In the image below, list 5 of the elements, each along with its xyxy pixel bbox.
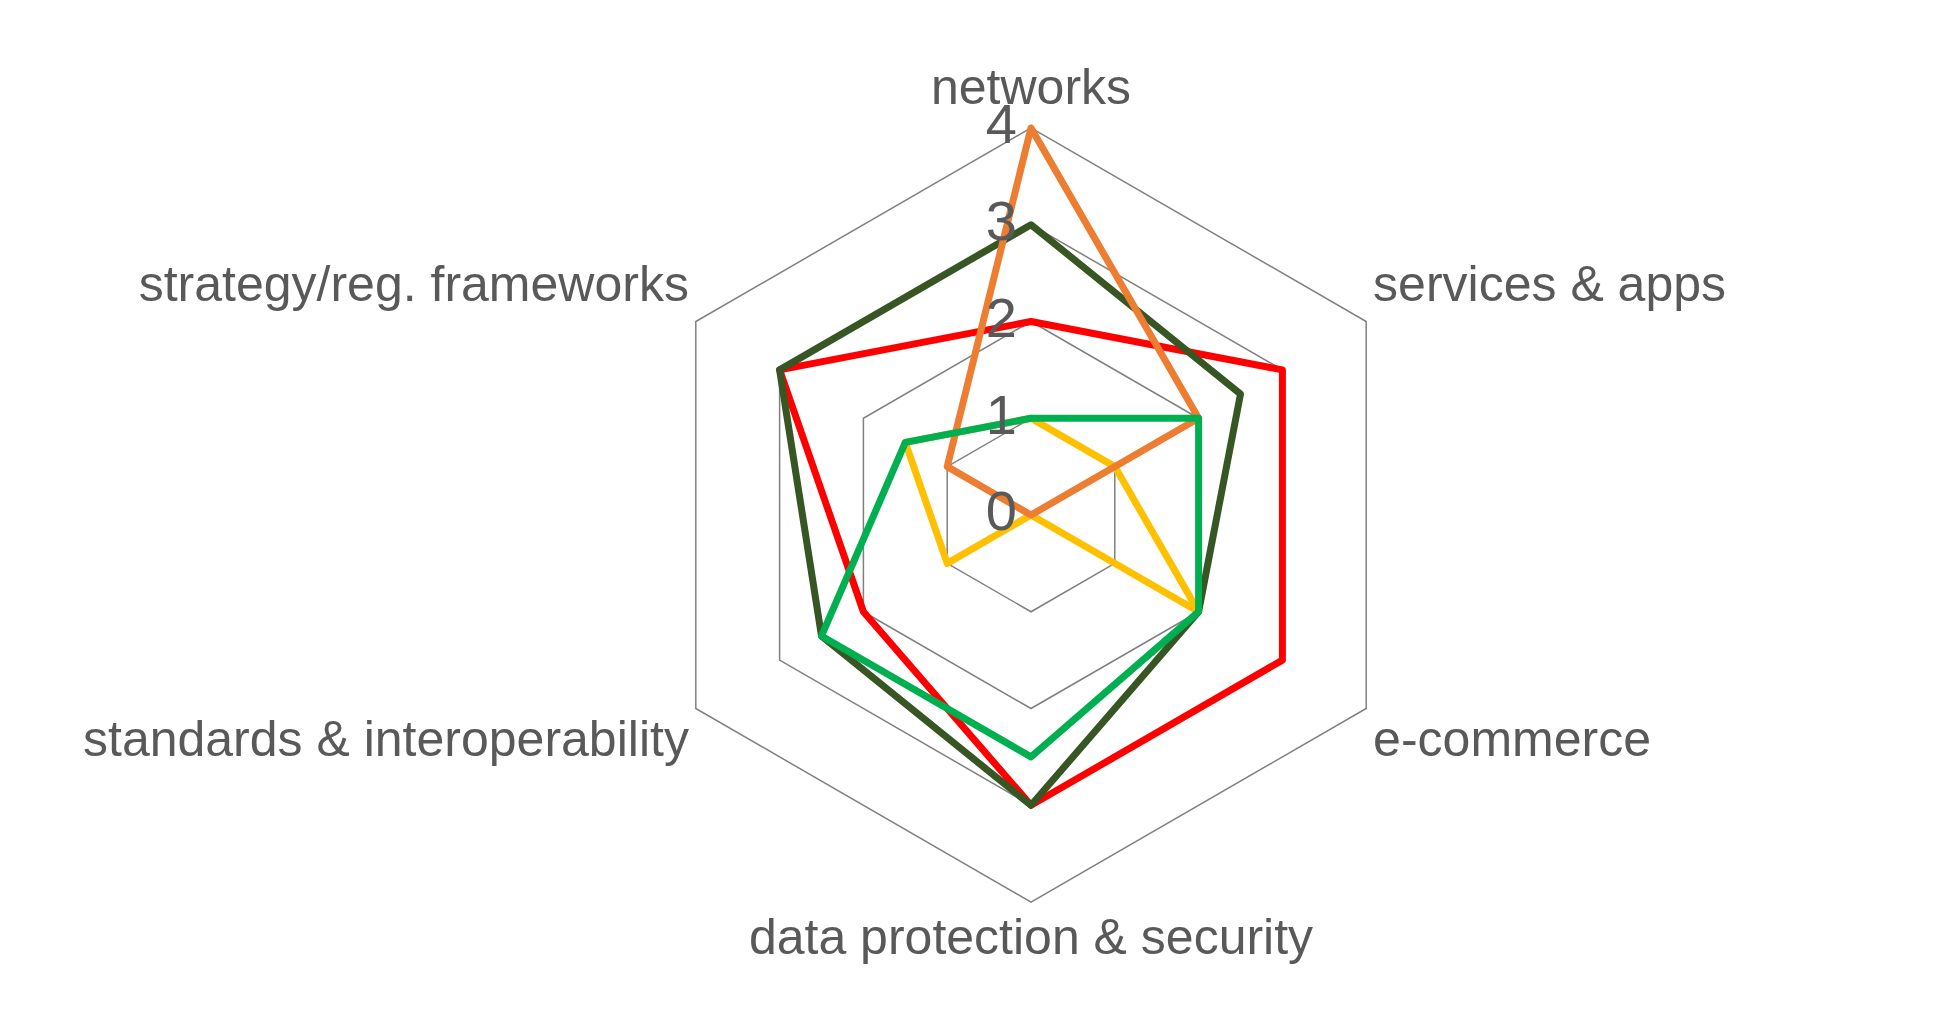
spoke-label: strategy/reg. frameworks (138, 256, 689, 313)
spoke-label: services & apps (1373, 256, 1727, 313)
spoke-label: data protection & security (748, 908, 1314, 965)
spoke-label: standards & interoperability (82, 711, 689, 768)
spoke-label: e-commerce (1373, 711, 1651, 768)
